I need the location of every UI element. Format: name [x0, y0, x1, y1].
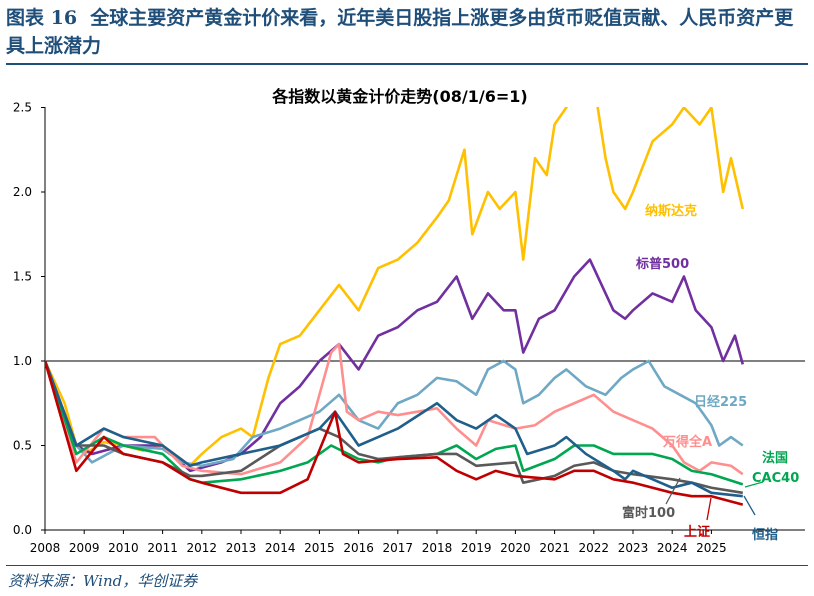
figure-title: 全球主要资产黄金计价来看，近年美日股指上涨更多由货币贬值贡献、人民币资产更具上涨… — [6, 7, 794, 57]
x-tick-label: 2020 — [500, 541, 531, 555]
y-tick-label: 2.0 — [13, 185, 32, 199]
label-sp500: 标普500 — [635, 256, 689, 272]
series-line-2 — [45, 359, 744, 468]
label-winda: 万得全A — [662, 434, 712, 450]
x-tick-label: 2011 — [147, 541, 178, 555]
x-tick-label: 2008 — [30, 541, 61, 555]
label-hsi: 恒指 — [752, 527, 778, 543]
x-tick-label: 2012 — [187, 541, 218, 555]
x-tick-label: 2024 — [657, 541, 688, 555]
figure-label: 图表 16 — [6, 7, 78, 29]
y-tick-label: 1.0 — [13, 354, 32, 368]
header-rule — [6, 63, 808, 65]
chart-title: 各指数以黄金计价走势(08/1/6=1) — [271, 87, 527, 106]
series-line-6 — [45, 360, 743, 498]
x-tick-label: 2023 — [618, 541, 649, 555]
footer-rule — [6, 565, 808, 566]
label-ftse: 富时100 — [622, 505, 675, 521]
label-pointer — [665, 477, 681, 505]
chart: 各指数以黄金计价走势(08/1/6=1) 0.0 0.5 1.0 1.5 2.0 2.5 2… — [13, 87, 805, 555]
x-tick-label: 2019 — [461, 541, 492, 555]
series-line-1 — [45, 258, 745, 473]
x-tick-label: 2025 — [696, 541, 727, 555]
y-tick-label: 0.0 — [13, 523, 32, 537]
x-tick-label: 2021 — [539, 541, 570, 555]
series-line-3 — [45, 342, 744, 476]
x-tick-label: 2014 — [265, 541, 296, 555]
x-tick-label: 2010 — [108, 541, 139, 555]
label-pointer — [744, 481, 764, 488]
label-sse: 上证 — [684, 525, 710, 540]
figure-header: 图表 16 全球主要资产黄金计价来看，近年美日股指上涨更多由货币贬值贡献、人民币… — [6, 4, 806, 60]
x-tick-label: 2013 — [226, 541, 257, 555]
y-tick-label: 2.5 — [13, 101, 32, 115]
x-tick-label: 2015 — [304, 541, 335, 555]
x-tick-label: 2018 — [422, 541, 453, 555]
series-line-5 — [45, 360, 743, 495]
label-nasdaq: 纳斯达克 — [645, 203, 697, 219]
label-pointer — [706, 497, 712, 521]
y-tick-label: 1.5 — [13, 270, 32, 284]
label-nikkei: 日经225 — [694, 394, 747, 410]
label-pointer — [743, 495, 756, 516]
source-note: 资料来源：Wind，华创证券 — [8, 572, 198, 590]
series-line-7 — [45, 360, 744, 506]
x-tick-label: 2009 — [69, 541, 100, 555]
label-cac_2: CAC40 — [752, 471, 799, 486]
x-tick-label: 2022 — [579, 541, 610, 555]
x-tick-label: 2017 — [383, 541, 414, 555]
y-tick-label: 0.5 — [13, 439, 32, 453]
x-tick-label: 2016 — [343, 541, 374, 555]
label-cac_1: 法国 — [762, 450, 788, 466]
